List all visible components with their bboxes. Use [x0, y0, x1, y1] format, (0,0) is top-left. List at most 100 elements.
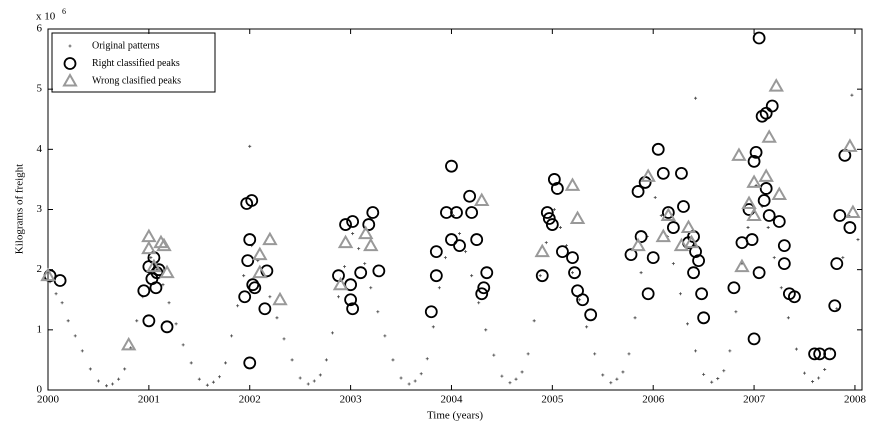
pattern-point — [678, 292, 682, 296]
pattern-point — [722, 369, 726, 373]
pattern-point — [123, 367, 127, 371]
pattern-point — [330, 331, 334, 335]
pattern-point — [492, 353, 496, 357]
pattern-point — [413, 379, 417, 383]
pattern-point — [96, 379, 100, 383]
right-peak — [823, 347, 837, 361]
right-peak — [762, 209, 776, 222]
pattern-point — [621, 370, 625, 374]
wrong-peak — [120, 336, 137, 351]
wrong-peak — [564, 177, 581, 191]
pattern-point — [728, 349, 732, 353]
wrong-peak — [252, 246, 268, 261]
wrong-peak — [758, 168, 774, 182]
right-peak — [833, 209, 847, 222]
pattern-point — [149, 256, 153, 260]
right-peak — [646, 251, 660, 265]
y-scale-exponent: 6 — [62, 7, 66, 16]
legend-marker — [62, 72, 78, 87]
right-peak — [687, 266, 700, 280]
pattern-point — [639, 271, 643, 275]
right-peak — [540, 206, 554, 219]
wrong-peak — [141, 240, 157, 255]
x-tick-label: 2007 — [743, 394, 766, 406]
right-peak — [777, 257, 791, 271]
pattern-point — [248, 144, 252, 148]
x-tick-label: 2006 — [642, 394, 665, 406]
wrong-peak — [337, 234, 354, 249]
right-peak — [584, 308, 598, 322]
y-tick-label: 6 — [37, 23, 43, 35]
pattern-point — [578, 298, 582, 302]
right-peak — [759, 182, 773, 195]
right-peak — [243, 356, 257, 370]
legend-label: Original patterns — [92, 40, 160, 51]
pattern-point — [772, 256, 776, 260]
wrong-peak — [768, 78, 784, 92]
pattern-point — [135, 319, 139, 323]
pattern-point — [425, 357, 429, 361]
right-peak — [661, 206, 675, 219]
right-peak — [160, 320, 174, 334]
pattern-point — [336, 295, 340, 299]
right-peak — [747, 332, 761, 346]
right-peak — [651, 142, 665, 156]
pattern-point — [161, 283, 165, 287]
wrong-peak — [159, 264, 175, 279]
right-peak — [808, 347, 821, 361]
pattern-point — [841, 256, 845, 260]
pattern-point — [609, 381, 613, 385]
pattern-point — [205, 383, 209, 387]
right-peak — [631, 185, 645, 198]
right-peak — [344, 278, 358, 292]
pattern-point — [224, 361, 228, 365]
right-peak — [453, 239, 466, 253]
pattern-point — [383, 334, 387, 338]
pattern-point — [779, 286, 783, 290]
right-peak — [692, 254, 705, 268]
pattern-point — [823, 368, 827, 372]
right-peak — [440, 206, 453, 219]
pattern-point — [835, 307, 839, 311]
y-tick-label: 4 — [37, 143, 43, 155]
y-tick-label: 5 — [37, 83, 43, 95]
right-peak — [545, 218, 559, 231]
legend-marker — [63, 57, 77, 70]
pattern-point — [419, 372, 423, 376]
x-tick-label: 2005 — [541, 394, 564, 406]
pattern-point — [659, 214, 663, 218]
pattern-point — [786, 316, 790, 320]
right-peak — [477, 281, 491, 295]
pattern-point — [290, 358, 294, 362]
pattern-point — [508, 381, 512, 385]
right-peak — [550, 182, 564, 195]
pattern-point — [653, 195, 657, 199]
pattern-point — [217, 375, 221, 379]
right-peak — [634, 230, 648, 243]
right-peak — [638, 176, 652, 189]
pattern-point — [343, 265, 347, 269]
wrong-peak — [683, 234, 700, 249]
legend-box — [51, 32, 216, 93]
x-tick-label: 2008 — [844, 394, 867, 406]
pattern-point — [376, 310, 380, 314]
pattern-point — [363, 262, 367, 266]
right-peak — [339, 218, 352, 231]
wrong-peak — [363, 237, 379, 252]
right-peak — [745, 233, 759, 246]
wrong-peak — [680, 219, 697, 234]
right-peak — [463, 189, 477, 203]
pattern-point — [268, 295, 272, 299]
wrong-peak — [655, 228, 672, 243]
pattern-point — [181, 343, 185, 347]
right-peak — [372, 264, 386, 278]
pattern-point — [443, 256, 447, 260]
pattern-point — [856, 238, 860, 242]
wrong-peak — [534, 243, 550, 258]
pattern-point — [318, 373, 322, 377]
wrong-peak — [660, 207, 677, 222]
pattern-point — [633, 316, 637, 320]
right-peak — [245, 194, 259, 207]
y-tick-label: 1 — [37, 323, 43, 335]
